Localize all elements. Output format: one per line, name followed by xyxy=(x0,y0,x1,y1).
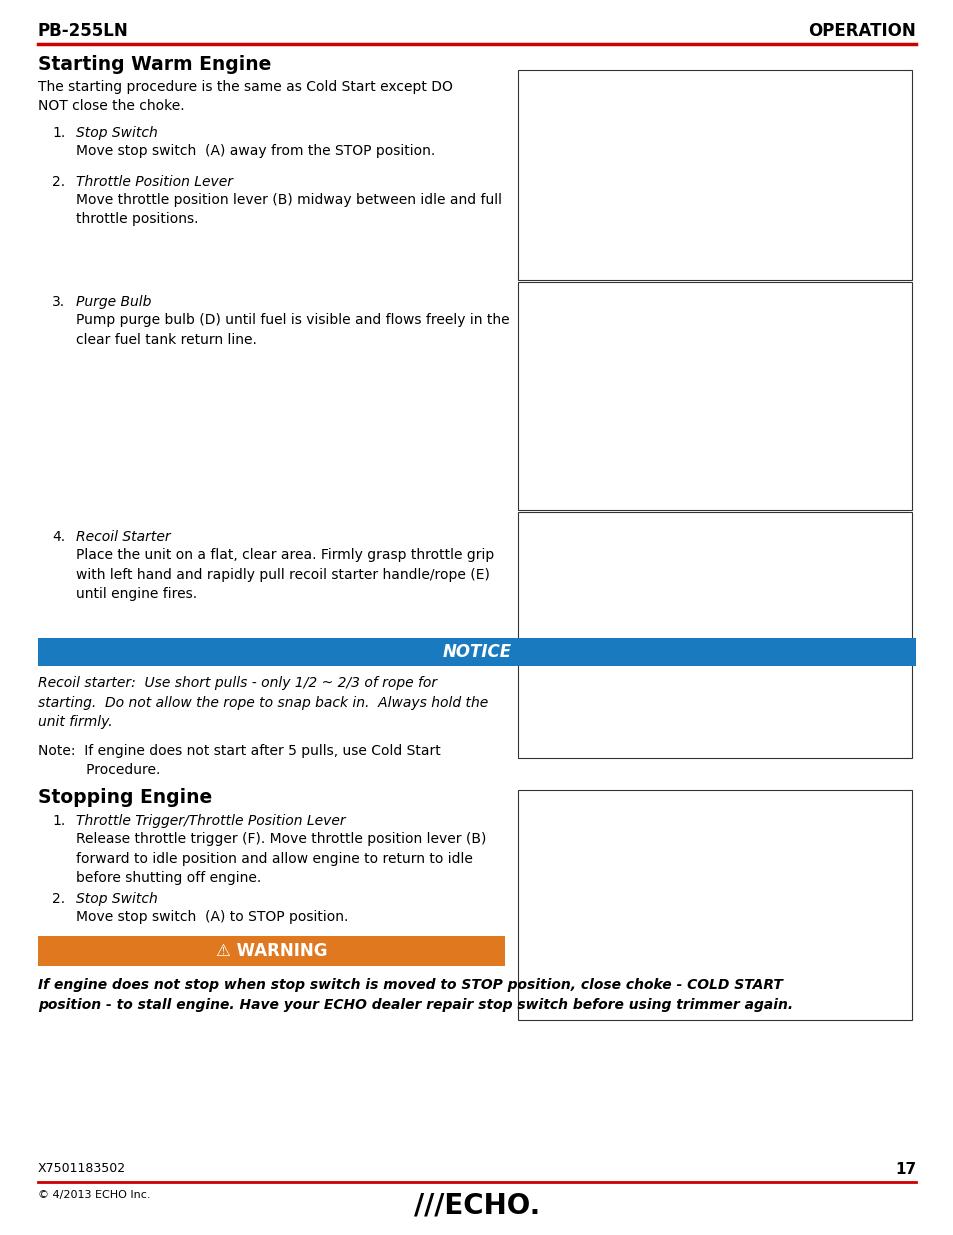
Text: © 4/2013 ECHO Inc.: © 4/2013 ECHO Inc. xyxy=(38,1191,151,1200)
Text: Move throttle position lever (B) midway between idle and full
throttle positions: Move throttle position lever (B) midway … xyxy=(76,193,501,226)
Text: Recoil starter:  Use short pulls - only 1/2 ~ 2/3 of rope for
starting.  Do not : Recoil starter: Use short pulls - only 1… xyxy=(38,676,488,729)
Text: 4.: 4. xyxy=(52,530,65,543)
Text: X7501183502: X7501183502 xyxy=(38,1162,126,1174)
Text: NOTICE: NOTICE xyxy=(442,643,511,661)
Text: 1.: 1. xyxy=(52,126,65,140)
Bar xyxy=(38,936,504,966)
Text: Recoil Starter: Recoil Starter xyxy=(76,530,171,543)
Text: 17: 17 xyxy=(894,1162,915,1177)
Text: 2.: 2. xyxy=(52,892,65,906)
Text: Move stop switch  (A) to STOP position.: Move stop switch (A) to STOP position. xyxy=(76,910,348,924)
Bar xyxy=(517,513,911,758)
Text: Place the unit on a flat, clear area. Firmly grasp throttle grip
with left hand : Place the unit on a flat, clear area. Fi… xyxy=(76,548,494,601)
Text: Pump purge bulb (D) until fuel is visible and flows freely in the
clear fuel tan: Pump purge bulb (D) until fuel is visibl… xyxy=(76,312,509,347)
Text: Release throttle trigger (F). Move throttle position lever (B)
forward to idle p: Release throttle trigger (F). Move throt… xyxy=(76,832,486,885)
Text: Starting Warm Engine: Starting Warm Engine xyxy=(38,56,271,74)
Text: Stopping Engine: Stopping Engine xyxy=(38,788,212,806)
Text: Move stop switch  (A) away from the STOP position.: Move stop switch (A) away from the STOP … xyxy=(76,144,435,158)
Text: ///ECHO.: ///ECHO. xyxy=(414,1192,539,1220)
Bar xyxy=(517,282,911,510)
Bar xyxy=(517,70,911,280)
Text: 2.: 2. xyxy=(52,175,65,189)
Text: OPERATION: OPERATION xyxy=(807,22,915,40)
Text: If engine does not stop when stop switch is moved to STOP position, close choke : If engine does not stop when stop switch… xyxy=(38,978,792,1011)
Text: Throttle Trigger/Throttle Position Lever: Throttle Trigger/Throttle Position Lever xyxy=(76,814,345,827)
Text: ⚠ WARNING: ⚠ WARNING xyxy=(215,942,327,960)
Text: 3.: 3. xyxy=(52,295,65,309)
Text: The starting procedure is the same as Cold Start except DO
NOT close the choke.: The starting procedure is the same as Co… xyxy=(38,80,453,114)
Text: Purge Bulb: Purge Bulb xyxy=(76,295,152,309)
Text: Stop Switch: Stop Switch xyxy=(76,892,157,906)
Text: 1.: 1. xyxy=(52,814,65,827)
Bar xyxy=(38,638,915,666)
Bar xyxy=(517,790,911,1020)
Text: Throttle Position Lever: Throttle Position Lever xyxy=(76,175,233,189)
Text: Note:  If engine does not start after 5 pulls, use Cold Start
           Procedu: Note: If engine does not start after 5 p… xyxy=(38,743,440,778)
Text: PB-255LN: PB-255LN xyxy=(38,22,129,40)
Text: Stop Switch: Stop Switch xyxy=(76,126,157,140)
